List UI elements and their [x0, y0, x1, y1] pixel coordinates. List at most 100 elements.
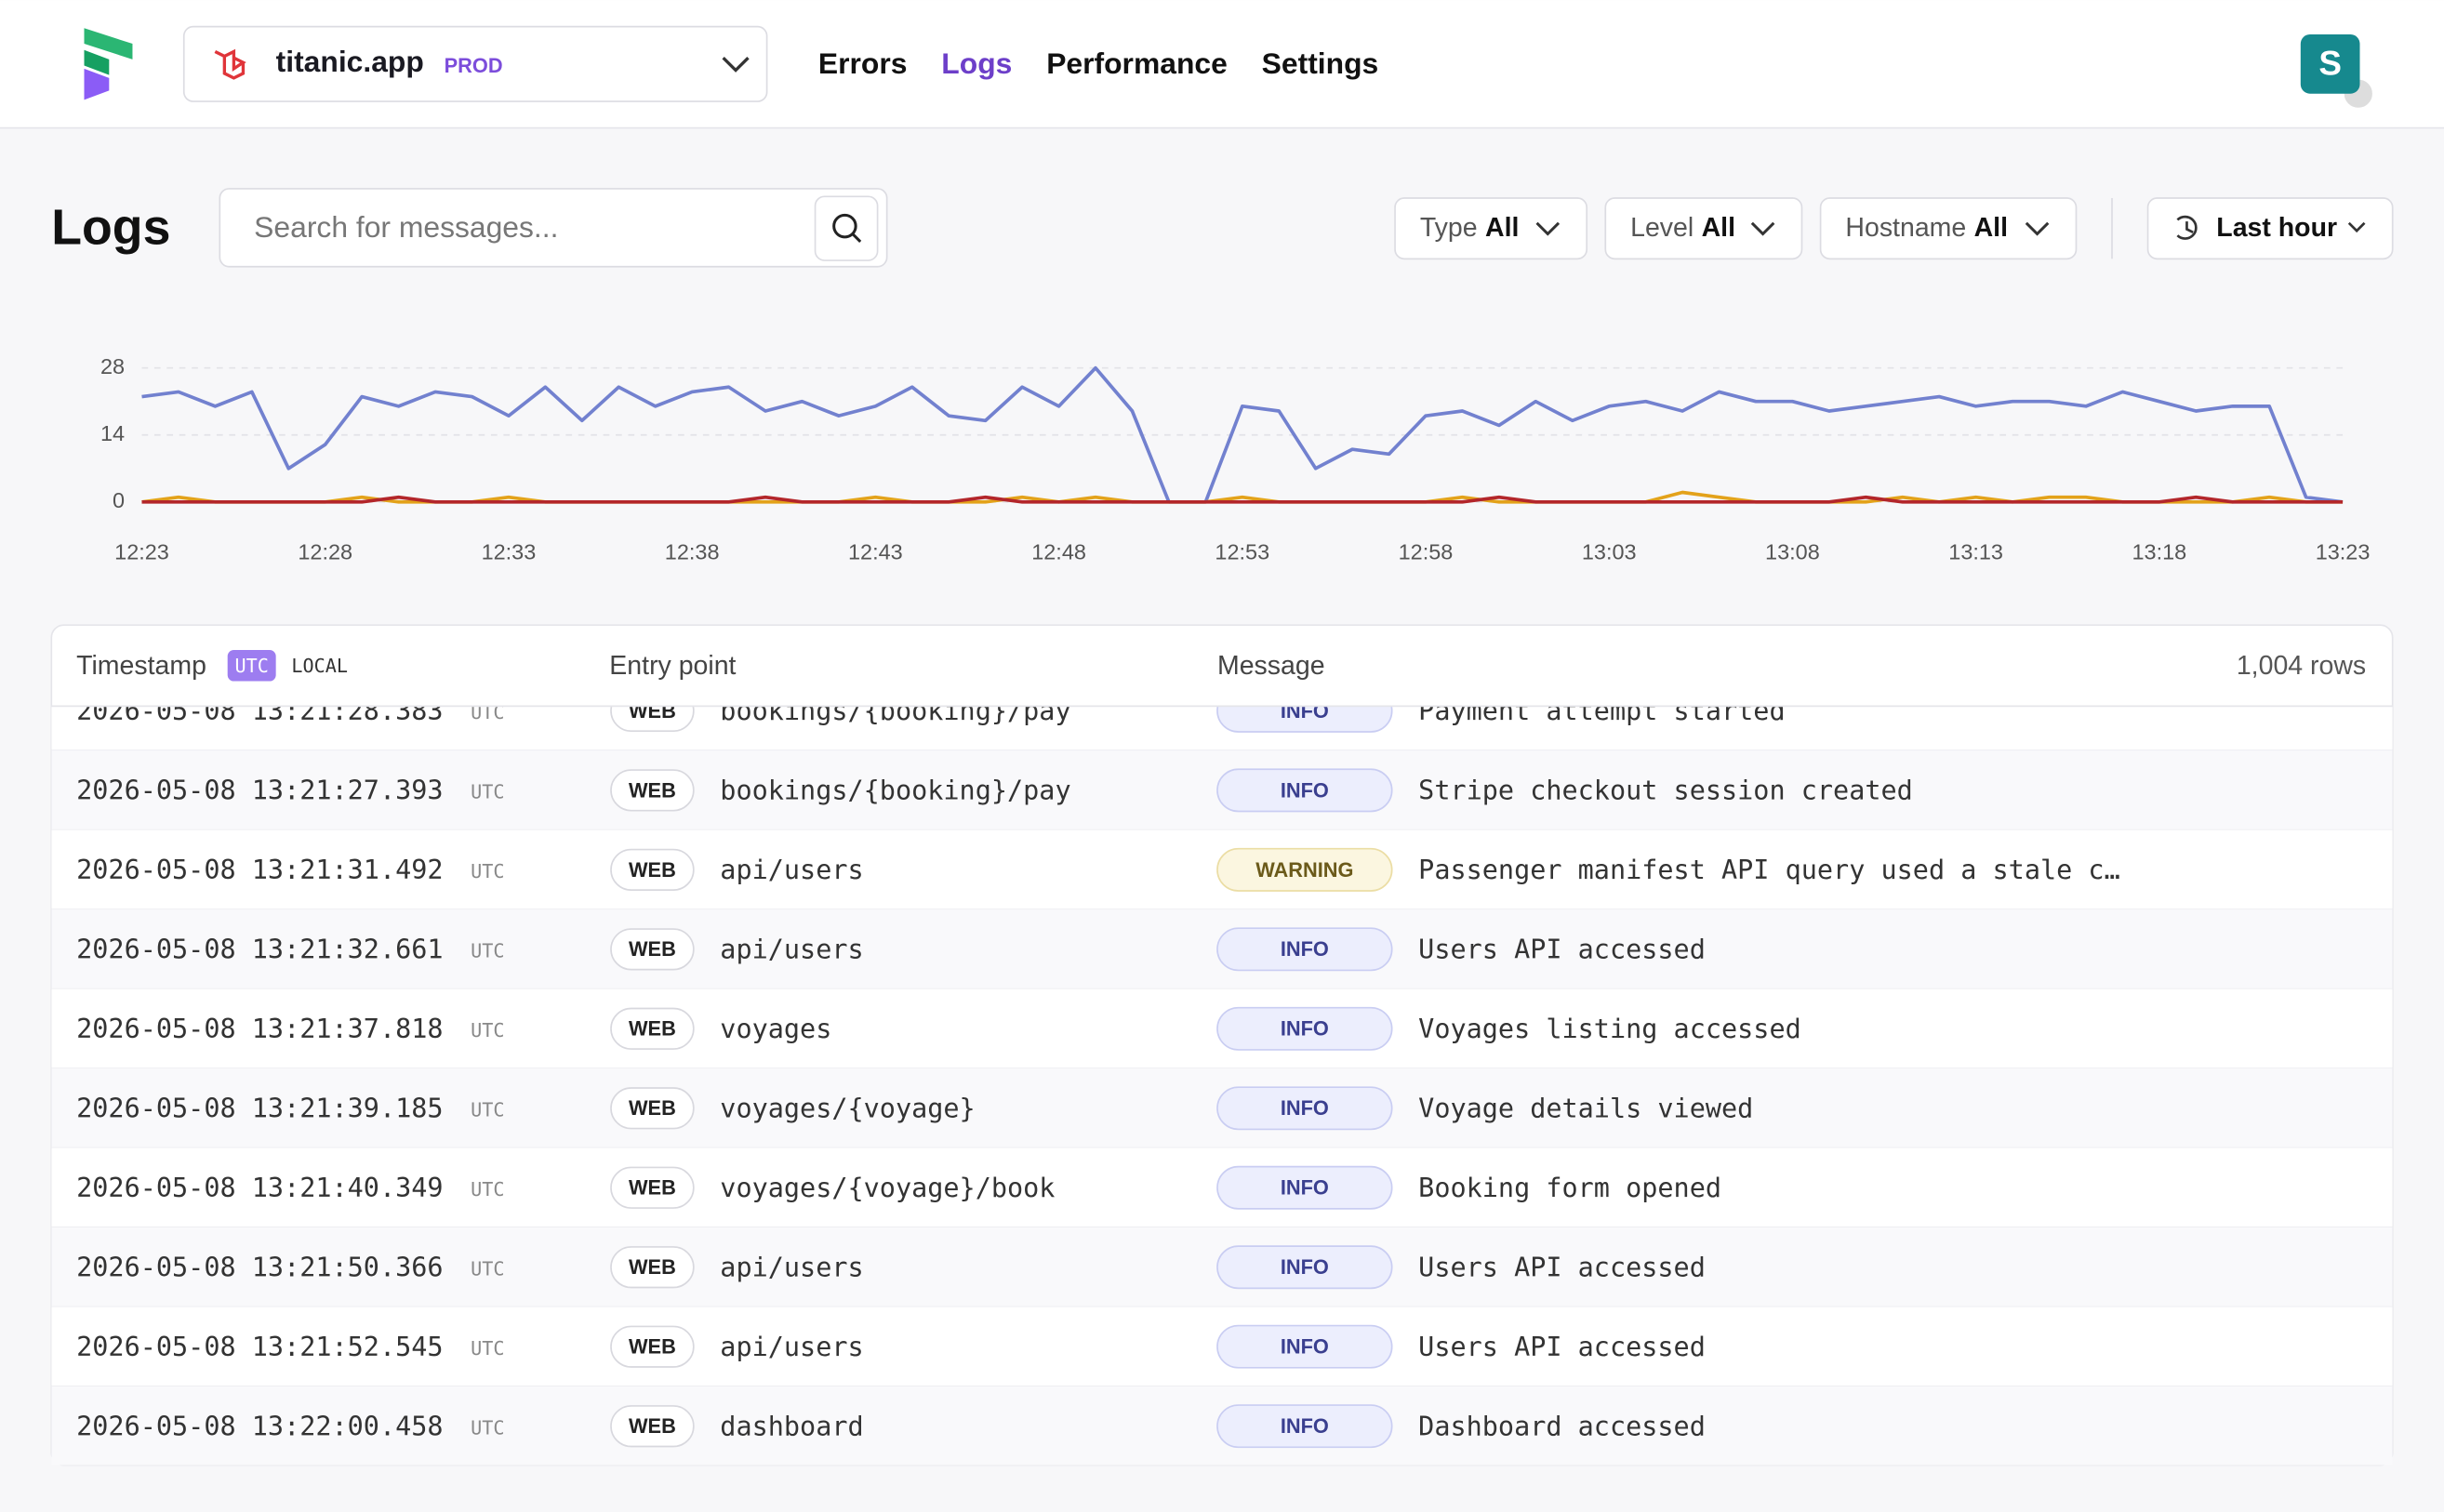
level-badge — [1216, 1404, 1393, 1449]
level-label: INFO — [1281, 1414, 1329, 1438]
x-tick-label: 13:08 — [1765, 539, 1820, 564]
x-tick-label: 13:03 — [1582, 539, 1637, 564]
logo[interactable] — [84, 28, 133, 100]
time-range[interactable] — [2146, 197, 2394, 260]
avatar[interactable] — [2300, 34, 2360, 94]
timezone: UTC — [471, 701, 504, 723]
series-line — [141, 365, 2344, 504]
message: Users API accessed — [1418, 1332, 1706, 1362]
message: Users API accessed — [1418, 1252, 1706, 1282]
nav-link[interactable]: Logs — [941, 46, 1012, 80]
level-label: INFO — [1281, 699, 1329, 723]
type-label: WEB — [629, 1176, 676, 1200]
x-tick-label: 13:18 — [2132, 539, 2186, 564]
level-badge — [1216, 768, 1393, 813]
chevron — [2025, 221, 2050, 236]
message: Users API accessed — [1418, 935, 1706, 965]
type-badge — [610, 848, 695, 891]
type-label: WEB — [629, 1096, 676, 1120]
entry-point: api/users — [720, 855, 863, 885]
timestamp: 2026-05-08 13:21:27.393 — [76, 776, 443, 806]
project-selector[interactable] — [182, 25, 768, 102]
filter-button[interactable] — [1604, 197, 1803, 260]
row-count: 1,004 rows — [2237, 651, 2366, 681]
filter-value: All — [1485, 213, 1519, 243]
type-badge — [610, 1166, 695, 1209]
type-label: WEB — [629, 1255, 676, 1279]
type-label: WEB — [629, 699, 676, 723]
timezone: UTC — [471, 860, 504, 882]
message: Dashboard accessed — [1418, 1411, 1706, 1441]
series-line — [141, 495, 2344, 504]
message: Voyages listing accessed — [1418, 1014, 1801, 1044]
x-tick-label: 12:53 — [1215, 539, 1269, 564]
level-label: INFO — [1281, 1335, 1329, 1359]
filter-label: Type — [1420, 213, 1478, 243]
x-tick-label: 12:58 — [1399, 539, 1454, 564]
column-header: Timestamp — [76, 651, 206, 681]
time-range-label: Last hour — [2216, 213, 2337, 243]
type-label: WEB — [629, 858, 676, 882]
nav-link[interactable]: Settings — [1262, 46, 1379, 80]
timestamp: 2026-05-08 13:21:31.492 — [76, 855, 443, 885]
search-box[interactable] — [219, 188, 888, 268]
timezone: UTC — [471, 1258, 504, 1280]
search-button[interactable] — [814, 195, 879, 261]
y-tick-label: 14 — [100, 421, 125, 445]
filter-value: All — [1974, 213, 2008, 243]
type-badge — [610, 928, 695, 971]
entry-point: voyages/{voyage}/book — [720, 1173, 1055, 1203]
y-tick-label: 0 — [113, 488, 125, 512]
timezone: UTC — [471, 1019, 504, 1041]
x-tick-label: 12:33 — [482, 539, 537, 564]
type-badge — [610, 1007, 695, 1050]
env-badge: PROD — [445, 54, 503, 77]
history-icon — [2176, 215, 2198, 240]
column-header: Entry point — [609, 651, 736, 681]
table-header — [52, 626, 2392, 707]
filter-button[interactable] — [1819, 197, 2078, 260]
entry-point: voyages/{voyage} — [720, 1093, 975, 1123]
message: Passenger manifest API query used a stal… — [1418, 855, 2120, 885]
chevron — [1750, 221, 1775, 236]
level-badge — [1216, 1006, 1393, 1051]
level-label: INFO — [1281, 1096, 1329, 1120]
level-label: INFO — [1281, 1176, 1329, 1200]
x-tick-label: 12:28 — [298, 539, 352, 564]
filter-label: Level — [1630, 213, 1694, 243]
timestamp: 2026-05-08 13:21:32.661 — [76, 935, 443, 965]
type-badge — [610, 1325, 695, 1368]
x-tick-label: 12:38 — [665, 539, 720, 564]
level-badge — [1216, 847, 1393, 892]
project-name: titanic.app — [276, 45, 424, 78]
type-badge — [610, 1405, 695, 1448]
series-line — [141, 490, 2344, 504]
chevron — [1535, 221, 1561, 236]
entry-point: dashboard — [720, 1411, 863, 1441]
filter-value: All — [1702, 213, 1735, 243]
tz-toggle-active[interactable] — [227, 650, 276, 682]
entry-point: api/users — [720, 1252, 863, 1282]
level-badge — [1216, 1086, 1393, 1131]
filter-label: Hostname — [1845, 213, 1966, 243]
level-badge — [1216, 1165, 1393, 1210]
y-tick-label: 28 — [100, 354, 125, 378]
nav-link[interactable]: Errors — [818, 46, 908, 80]
type-label: WEB — [629, 1414, 676, 1438]
level-badge — [1216, 1245, 1393, 1290]
tz-option[interactable]: LOCAL — [291, 655, 348, 677]
entry-point: bookings/{booking}/pay — [720, 776, 1070, 806]
timezone: UTC — [471, 1417, 504, 1439]
timezone: UTC — [471, 940, 504, 962]
entry-point: voyages — [720, 1014, 831, 1044]
filter-button[interactable] — [1394, 197, 1588, 260]
page-title: Logs — [51, 199, 170, 255]
timezone: UTC — [471, 781, 504, 803]
laravel-icon — [214, 48, 246, 80]
level-label: INFO — [1281, 1255, 1329, 1279]
x-tick-label: 12:48 — [1031, 539, 1086, 564]
nav-link[interactable]: Performance — [1046, 46, 1228, 80]
level-badge — [1216, 1324, 1393, 1369]
level-badge — [1216, 927, 1393, 972]
